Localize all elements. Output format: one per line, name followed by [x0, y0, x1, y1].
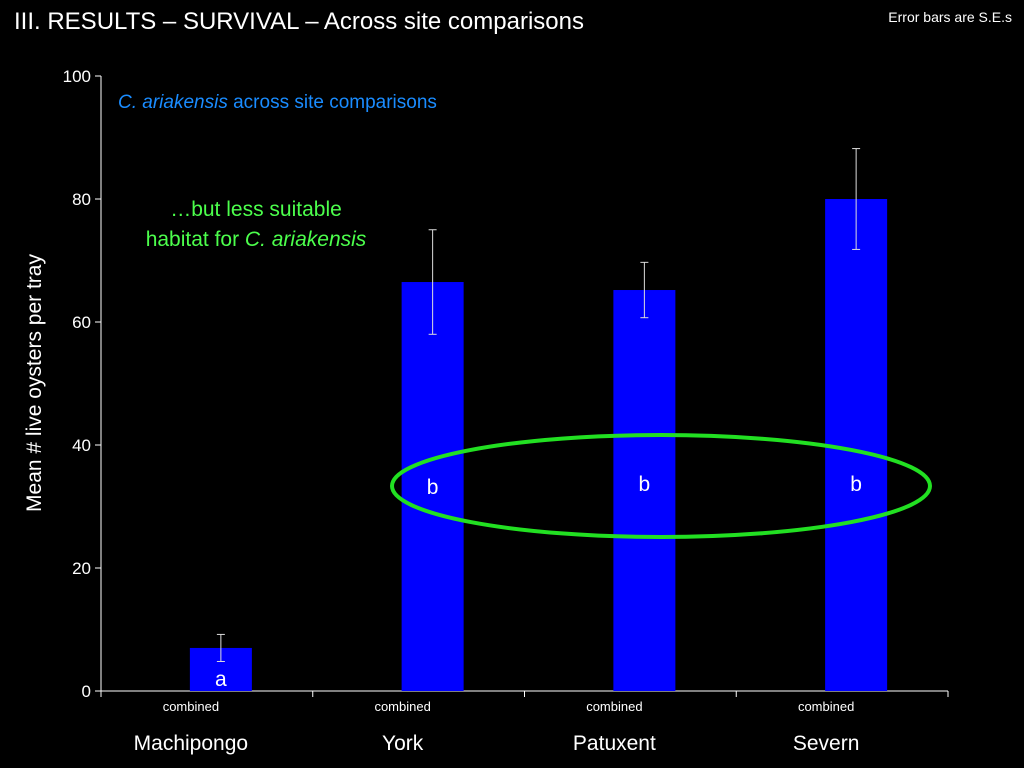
y-tick-label: 40: [72, 436, 91, 455]
y-tick-label: 80: [72, 190, 91, 209]
x-sublabel: combined: [586, 699, 642, 714]
x-category-label: York: [382, 732, 424, 755]
bar: [613, 290, 676, 691]
significance-letter: b: [850, 473, 862, 496]
chart-subtitle: C. ariakensis across site comparisons: [118, 92, 437, 113]
annotation-line-2: habitat for C. ariakensis: [146, 228, 367, 251]
y-tick-label: 100: [63, 67, 91, 86]
x-category-label: Machipongo: [134, 732, 248, 755]
annotation-line-1: …but less suitable: [170, 198, 342, 221]
y-tick-label: 20: [72, 559, 91, 578]
highlight-ellipse: [390, 433, 932, 539]
x-sublabel: combined: [163, 699, 219, 714]
error-bar-note: Error bars are S.E.s: [888, 9, 1012, 25]
x-sublabel: combined: [374, 699, 430, 714]
significance-letter: b: [639, 473, 651, 496]
subtitle-rest: across site comparisons: [228, 92, 437, 113]
bars: [189, 148, 888, 691]
slide-title: III. RESULTS – SURVIVAL – Across site co…: [14, 8, 584, 35]
significance-letter: b: [427, 476, 439, 499]
y-tick-label: 60: [72, 313, 91, 332]
x-category-label: Patuxent: [573, 732, 656, 755]
y-tick-label: 0: [82, 682, 91, 701]
labels: 0 20 40 60 80 100 a combined Machipongo b combined…: [63, 67, 862, 755]
x-category-label: Severn: [793, 732, 860, 755]
bar: [825, 199, 888, 691]
subtitle-species: C. ariakensis: [118, 92, 228, 113]
annotation-prefix: habitat for: [146, 228, 245, 251]
annotation-species: C. ariakensis: [245, 228, 367, 251]
significance-letter: a: [215, 668, 227, 691]
y-axis-label: Mean # live oysters per tray: [23, 254, 46, 512]
x-sublabel: combined: [798, 699, 854, 714]
bar: [401, 282, 464, 691]
axes: [95, 75, 949, 697]
